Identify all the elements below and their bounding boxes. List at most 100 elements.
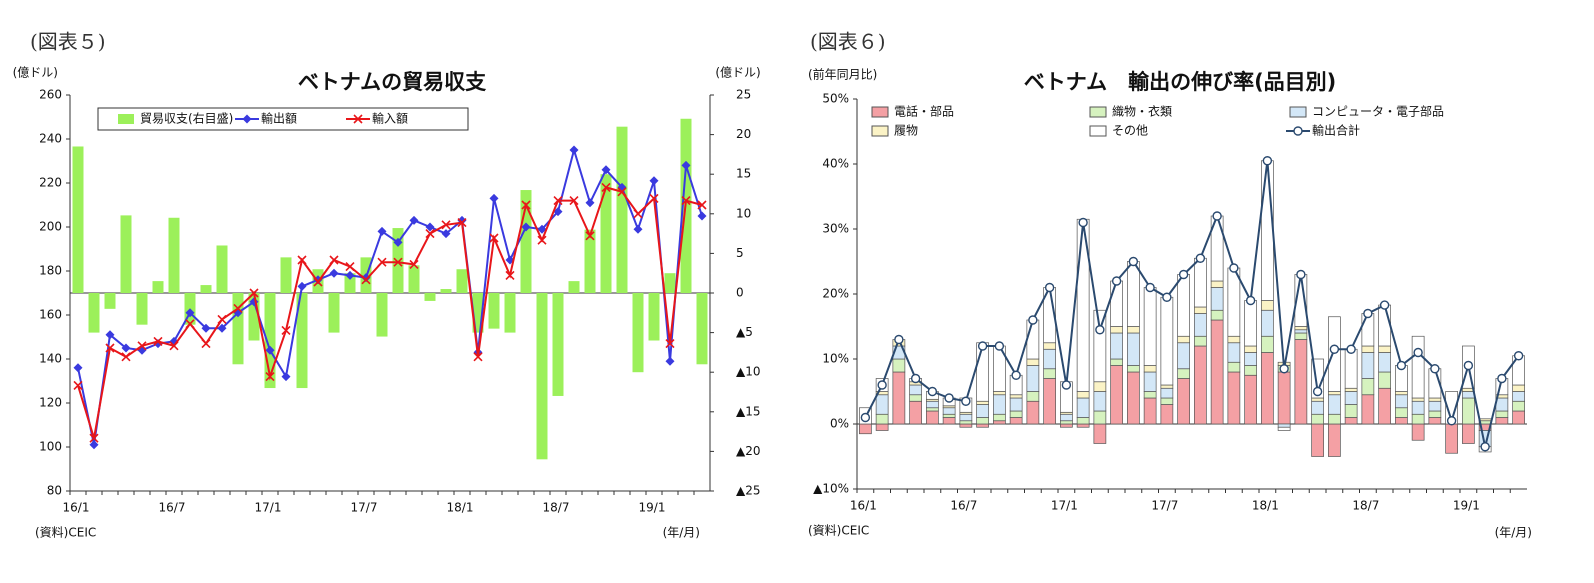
bar (1093, 391, 1107, 412)
point (1095, 325, 1105, 335)
bar (1277, 371, 1291, 425)
bar (456, 269, 468, 293)
bar (600, 174, 612, 293)
point (137, 341, 147, 351)
y2-tick-label: 0 (736, 286, 744, 300)
bar (1411, 335, 1425, 399)
bar (1210, 319, 1224, 425)
bar (136, 293, 148, 325)
y2-tick-label: ▲15 (736, 404, 761, 418)
figure-label: (図表６) (810, 30, 886, 54)
bar (1378, 352, 1391, 373)
bar (520, 190, 532, 293)
y-tick-label: 120 (39, 396, 62, 410)
point (169, 341, 179, 351)
point (961, 396, 971, 406)
bar (976, 423, 989, 428)
bar (1009, 394, 1023, 399)
y2-tick-label: 10 (736, 206, 751, 220)
point (1229, 263, 1239, 273)
y-tick-label: 40% (822, 157, 849, 171)
point (1312, 386, 1323, 397)
bar (1428, 400, 1442, 412)
bar (616, 126, 628, 294)
legend-label: 織物・衣類 (1112, 104, 1172, 119)
bar (1361, 345, 1375, 353)
bar (1244, 345, 1257, 353)
bar (1177, 368, 1190, 379)
point (1061, 380, 1072, 390)
bar (1110, 332, 1123, 360)
bar (976, 404, 989, 418)
bar (1043, 342, 1056, 350)
point (697, 200, 707, 210)
point (553, 207, 563, 217)
bar (1395, 407, 1408, 418)
point (473, 352, 483, 362)
line (77, 146, 703, 446)
bar (1127, 332, 1140, 366)
legend-label: 貿易収支(右目盛) (140, 111, 233, 126)
bar (1177, 342, 1190, 370)
point (1044, 282, 1055, 293)
point (121, 352, 131, 362)
legend-label: 輸入額 (372, 111, 408, 126)
point (217, 323, 227, 333)
bar (1194, 345, 1207, 425)
bar (552, 293, 564, 396)
bar (1026, 365, 1040, 392)
point (681, 196, 691, 206)
bar (1428, 410, 1442, 418)
chart-title: ベトナム 輸出の伸び率(品目別) (1024, 70, 1337, 94)
source-note: (資料)CEIC (35, 526, 96, 540)
bar (1361, 378, 1375, 396)
bar (1093, 410, 1107, 425)
bar (280, 257, 292, 293)
bar (926, 410, 939, 425)
point (329, 268, 339, 278)
point (409, 215, 419, 225)
bar (1227, 371, 1241, 425)
bar (1512, 400, 1525, 412)
point (1480, 442, 1490, 452)
point (1497, 373, 1507, 384)
x-tick-label: 17/1 (1051, 499, 1078, 513)
bar (488, 293, 500, 329)
point (441, 229, 451, 239)
y-tick-label: 30% (822, 222, 849, 236)
source-note: (資料)CEIC (808, 524, 869, 538)
bar (1194, 335, 1207, 347)
point (1162, 292, 1172, 302)
bar (1261, 160, 1274, 301)
legend-label: コンピュータ・電子部品 (1312, 104, 1444, 119)
bar (1361, 394, 1375, 425)
bar (1076, 417, 1090, 425)
point (281, 372, 291, 382)
x-tick-label: 16/7 (950, 499, 977, 513)
point (601, 182, 611, 192)
bar (1411, 423, 1425, 441)
figure-label: (図表５) (30, 30, 106, 54)
bar (216, 245, 228, 293)
y-tick-label: 50% (822, 92, 849, 106)
bar (88, 293, 100, 333)
bar (1261, 309, 1274, 337)
x-tick-label: 18/1 (1252, 499, 1279, 513)
point (409, 259, 419, 269)
bar (1311, 423, 1324, 457)
bar (926, 407, 939, 412)
bar (1127, 371, 1140, 425)
bar (1143, 397, 1157, 425)
x-tick-label: 18/1 (447, 501, 474, 515)
bar (248, 293, 260, 341)
bar (1411, 400, 1425, 415)
point (1078, 217, 1088, 228)
bar (1244, 374, 1257, 425)
x-tick-label: 16/1 (850, 499, 877, 513)
point (185, 319, 195, 329)
bar (1160, 404, 1174, 425)
point (521, 222, 531, 232)
point (617, 187, 627, 197)
bar (1110, 280, 1123, 327)
